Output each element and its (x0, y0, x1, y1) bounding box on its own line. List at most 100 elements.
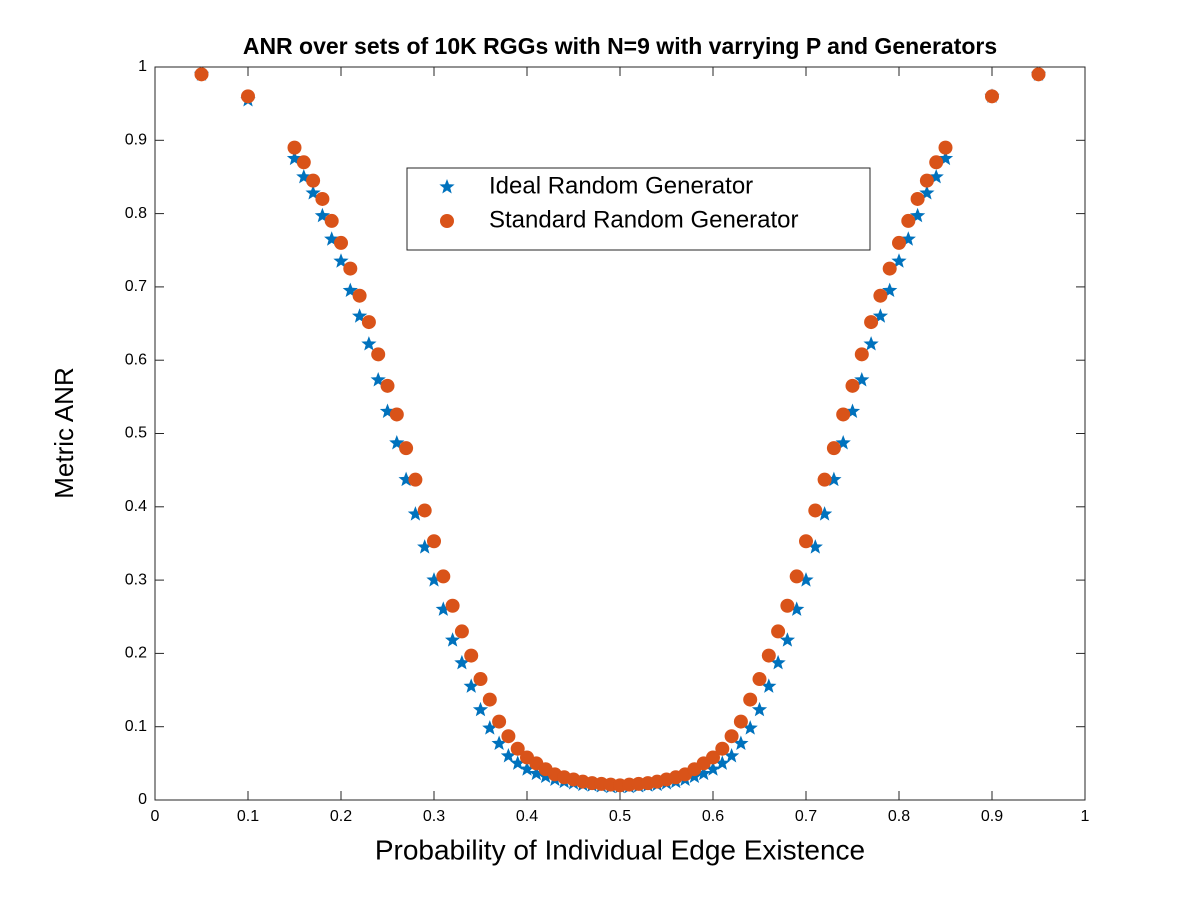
star-marker (463, 678, 479, 693)
circle-marker (845, 378, 860, 393)
circle-marker (389, 407, 404, 422)
circle-marker (901, 213, 916, 228)
star-marker (472, 701, 489, 717)
star-marker (296, 168, 312, 184)
star-marker (733, 735, 749, 751)
circle-marker (826, 441, 841, 456)
circle-marker (985, 89, 999, 104)
circle-marker (380, 378, 395, 393)
circle-marker (464, 648, 479, 663)
star-marker (928, 168, 944, 184)
circle-marker (436, 569, 451, 584)
star-marker (714, 755, 730, 770)
star-marker (705, 761, 721, 776)
x-tick-label: 0.9 (981, 808, 1003, 825)
y-tick-label: 0.2 (125, 645, 147, 662)
circle-marker (873, 288, 888, 303)
legend-marker (440, 214, 454, 228)
star-marker (770, 654, 786, 670)
star-marker (286, 150, 303, 166)
circle-marker (799, 534, 813, 549)
x-tick-label: 0.3 (423, 808, 445, 825)
legend-label: Ideal Random Generator (489, 172, 753, 199)
circle-marker (706, 750, 720, 765)
star-marker (510, 755, 526, 770)
x-tick-label: 0.6 (702, 808, 724, 825)
star-marker (407, 506, 424, 521)
star-marker (826, 471, 842, 487)
circle-marker (715, 741, 730, 756)
circle-marker (371, 347, 386, 362)
star-marker (426, 572, 442, 587)
circle-marker (408, 472, 423, 487)
x-tick-label: 0.4 (516, 808, 538, 825)
star-marker (305, 185, 321, 200)
circle-marker (454, 624, 469, 639)
circle-marker (473, 672, 488, 687)
x-axis-label: Probability of Individual Edge Existence (375, 834, 865, 865)
star-marker (900, 231, 916, 246)
circle-marker (343, 261, 358, 276)
star-marker (491, 735, 507, 751)
y-tick-label: 0.5 (125, 425, 147, 442)
star-marker (761, 678, 777, 693)
star-marker (723, 748, 740, 763)
circle-marker (324, 213, 339, 228)
circle-marker (817, 472, 832, 487)
chart-title: ANR over sets of 10K RGGs with N=9 with … (243, 33, 997, 59)
legend-label: Standard Random Generator (489, 206, 799, 233)
star-marker (882, 282, 898, 298)
circle-marker (334, 235, 348, 250)
star-marker (417, 539, 433, 554)
circle-marker (752, 672, 767, 687)
star-marker (789, 601, 805, 616)
star-marker (370, 371, 386, 387)
star-marker (798, 572, 814, 587)
star-marker (482, 720, 498, 735)
y-tick-label: 0.9 (125, 132, 147, 149)
circle-marker (510, 741, 525, 756)
star-marker (807, 539, 823, 554)
circle-marker (780, 598, 795, 613)
circle-marker (445, 598, 460, 613)
star-marker (379, 403, 396, 418)
star-marker (816, 506, 833, 521)
star-marker (844, 403, 861, 418)
y-tick-label: 1 (138, 58, 147, 75)
circle-marker (427, 534, 441, 549)
circle-marker (241, 89, 255, 104)
star-marker (444, 632, 461, 647)
x-tick-label: 0 (151, 808, 160, 825)
y-tick-label: 0 (138, 791, 147, 808)
x-tick-label: 0.1 (237, 808, 259, 825)
circle-marker (501, 729, 516, 744)
circle-marker (910, 191, 925, 206)
legend-box (406, 167, 871, 251)
y-axis-label: Metric ANR (49, 367, 79, 498)
circle-marker (287, 140, 302, 155)
circle-marker (194, 67, 209, 82)
circle-marker (492, 714, 507, 729)
circle-marker (399, 441, 414, 456)
x-tick-label: 0.5 (609, 808, 631, 825)
circle-marker (1031, 67, 1046, 82)
star-marker (314, 207, 331, 223)
circle-marker (864, 315, 879, 330)
star-marker (696, 765, 712, 781)
star-marker (342, 282, 358, 298)
circle-marker (761, 648, 776, 663)
y-tick-label: 0.7 (125, 278, 147, 295)
y-tick-label: 0.6 (125, 351, 147, 368)
circle-marker (361, 315, 376, 330)
y-tick-label: 0.4 (125, 498, 147, 515)
circle-marker (352, 288, 367, 303)
y-tick-label: 0.1 (125, 718, 147, 735)
star-marker (500, 748, 517, 763)
circle-marker (743, 692, 758, 707)
circle-marker (771, 624, 786, 639)
legend-marker (439, 179, 455, 194)
star-marker (454, 654, 470, 670)
star-marker (872, 308, 889, 323)
